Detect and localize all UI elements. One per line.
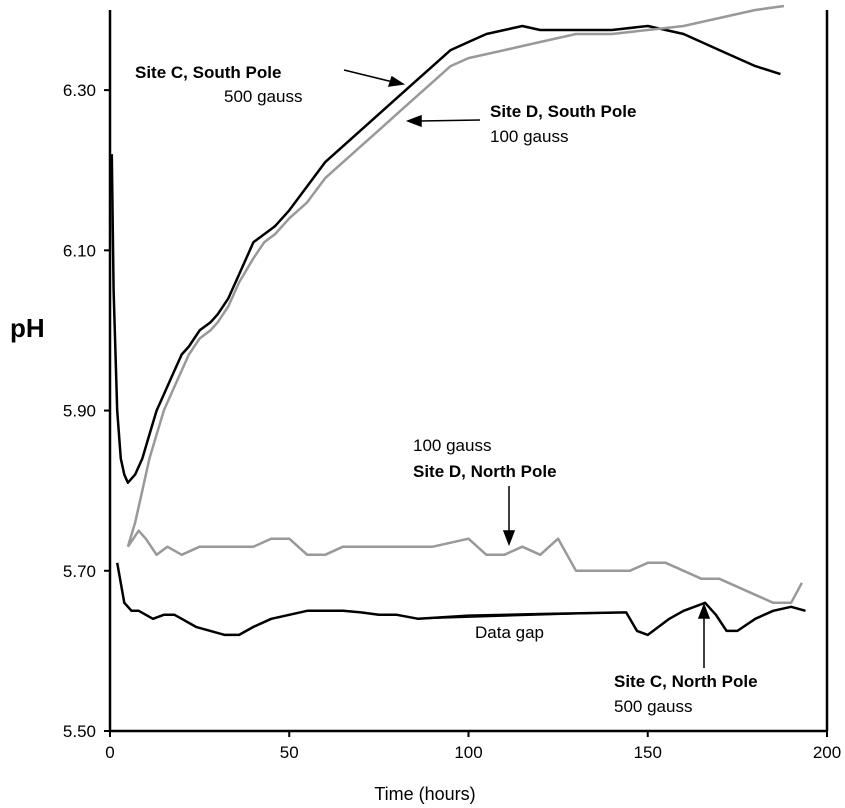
annotation-site-c-north-label: Site C, North Pole <box>614 672 758 691</box>
annotation-arrows <box>343 69 711 668</box>
arrowhead-site-d-south <box>405 114 422 128</box>
y-axis-title: pH <box>10 313 45 343</box>
y-tick-label: 6.10 <box>63 241 96 260</box>
arrow-site-c-south <box>343 69 394 83</box>
arrowhead-site-c-north <box>697 602 711 619</box>
ticks-layer: 0 50 100 150 200 5.50 5.70 5.90 6.10 6.30 <box>63 81 841 762</box>
axes-layer <box>108 10 829 733</box>
y-tick-label: 6.30 <box>63 81 96 100</box>
arrow-site-d-south <box>419 119 481 122</box>
y-tick-label: 5.50 <box>63 722 96 741</box>
x-tick-label: 50 <box>280 743 299 762</box>
series-line-2 <box>126 529 803 605</box>
arrowhead-site-c-south <box>387 75 406 87</box>
x-axis-title: Time (hours) <box>374 784 475 804</box>
annotation-site-c-south-label: Site C, South Pole <box>135 63 281 82</box>
annotation-data-gap: Data gap <box>475 623 544 642</box>
series-line-0 <box>110 24 781 484</box>
annotation-site-d-south-gauss: 100 gauss <box>490 127 568 146</box>
series-line-1 <box>126 4 785 548</box>
y-tick-label: 5.70 <box>63 562 96 581</box>
annotation-site-d-south-label: Site D, South Pole <box>490 102 636 121</box>
x-tick-label: 100 <box>454 743 482 762</box>
x-tick-label: 0 <box>105 743 114 762</box>
y-tick-label: 5.90 <box>63 402 96 421</box>
x-tick-label: 150 <box>634 743 662 762</box>
x-tick-label: 200 <box>813 743 841 762</box>
series-line-3 <box>115 562 806 637</box>
annotation-site-c-north-gauss: 500 gauss <box>614 697 692 716</box>
arrowhead-site-d-north <box>502 530 516 547</box>
annotation-site-d-north-gauss: 100 gauss <box>413 436 491 455</box>
annotation-site-d-north-label: Site D, North Pole <box>413 462 557 481</box>
annotation-site-c-south-gauss: 500 gauss <box>224 87 302 106</box>
data-gap-line <box>418 611 627 620</box>
series-layer <box>110 4 806 637</box>
